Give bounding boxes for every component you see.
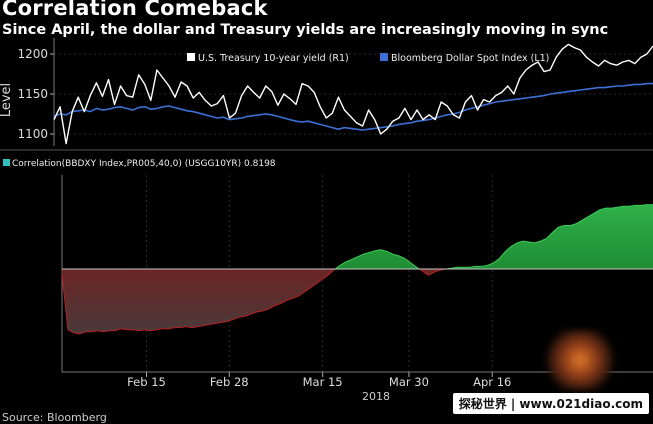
- legend-swatch-dollar: [380, 53, 388, 61]
- x-tick-label-4: Apr 16: [473, 375, 511, 389]
- top-panel-grid: [54, 53, 653, 135]
- x-tick-label-0: Feb 15: [127, 375, 166, 389]
- dollar-index-line: [53, 82, 653, 131]
- correlation-line-negative: [61, 269, 450, 335]
- x-tick-label-1: Feb 28: [210, 375, 249, 389]
- chart-title: Correlation Comeback: [2, 0, 268, 20]
- x-tick-label-3: Mar 30: [389, 375, 429, 389]
- correlation-line-positive: [334, 204, 653, 269]
- top-legend: U.S. Treasury 10-year yield (R1) Bloombe…: [187, 53, 549, 64]
- correlation-negative-area: [62, 269, 653, 334]
- bottom-panel-x-label: 2018: [362, 390, 390, 403]
- legend-label-dollar: Bloomberg Dollar Spot Index (L1): [391, 53, 549, 64]
- source-note: Source: Bloomberg: [2, 411, 107, 424]
- top-ytick-label-0: 1100: [17, 127, 48, 141]
- chart-subtitle: Since April, the dollar and Treasury yie…: [2, 22, 609, 38]
- legend-label-correlation: Correlation(BBDXY Index,PR005,40,0) (USG…: [12, 159, 276, 169]
- bottom-panel-area: [61, 204, 653, 335]
- legend-swatch-treasury: [187, 53, 195, 61]
- top-panel-y-label: Level: [0, 83, 14, 117]
- top-ytick-label-2: 1200: [17, 47, 48, 61]
- watermark: 探秘世界 | www.021diao.com: [452, 393, 649, 414]
- legend-swatch-correlation: [3, 159, 10, 166]
- x-tick-label-2: Mar 15: [303, 375, 343, 389]
- top-ytick-label-1: 1150: [17, 87, 48, 101]
- blurred-overlay: [543, 330, 617, 390]
- treasury-yield-line: [53, 43, 653, 145]
- legend-label-treasury: U.S. Treasury 10-year yield (R1): [198, 53, 349, 64]
- top-panel-y-ticks: 1100 1150 1200: [17, 38, 55, 146]
- top-panel-series: [53, 43, 653, 145]
- correlation-positive-area: [62, 204, 653, 269]
